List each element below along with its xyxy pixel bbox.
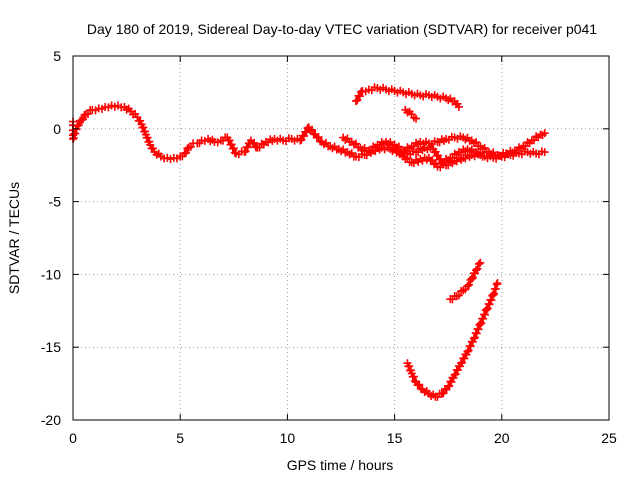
data-point	[493, 279, 502, 288]
data-marker	[410, 377, 419, 386]
data-marker	[481, 306, 490, 315]
data-marker	[308, 125, 317, 134]
y-tick-label: 0	[53, 121, 61, 137]
x-tick-label: 5	[176, 430, 184, 446]
x-tick-label: 20	[494, 430, 510, 446]
data-marker	[470, 333, 479, 342]
x-tick-label: 10	[280, 430, 296, 446]
data-point	[476, 151, 485, 160]
data-marker	[490, 289, 499, 298]
data-marker	[181, 148, 190, 157]
y-axis-ticks: 5 0 -5 -10 -15 -20	[41, 48, 609, 428]
data-marker	[143, 133, 152, 142]
data-point	[352, 97, 361, 106]
data-marker	[314, 133, 323, 142]
data-point	[467, 274, 476, 283]
data-marker	[475, 320, 484, 329]
data-marker	[79, 115, 88, 124]
data-marker	[355, 92, 364, 101]
x-axis-label: GPS time / hours	[287, 457, 394, 473]
x-tick-label: 0	[69, 430, 77, 446]
data-point	[463, 282, 472, 291]
data-marker	[302, 128, 311, 137]
y-tick-label: -5	[49, 194, 62, 210]
data-marker	[227, 140, 236, 149]
data-marker	[485, 300, 494, 309]
data-marker	[487, 296, 496, 305]
data-marker	[409, 372, 418, 381]
data-marker	[136, 116, 145, 125]
data-marker	[472, 329, 481, 338]
data-point	[489, 290, 498, 299]
data-marker	[229, 144, 238, 153]
data-point	[476, 319, 485, 328]
data-marker	[491, 284, 500, 293]
data-marker	[479, 314, 488, 323]
data-marker	[474, 325, 483, 334]
data-marker	[74, 121, 83, 130]
data-point	[469, 334, 478, 343]
x-tick-label: 15	[387, 430, 403, 446]
data-marker	[230, 148, 239, 157]
data-marker	[415, 380, 424, 389]
x-axis-ticks: 0 5 10 15 20 25	[69, 56, 617, 446]
data-point	[476, 258, 485, 267]
y-tick-label: 5	[53, 48, 61, 64]
data-marker	[477, 319, 486, 328]
data-point	[412, 114, 421, 123]
data-point	[463, 347, 472, 356]
data-marker	[473, 264, 482, 273]
data-marker	[466, 342, 475, 351]
data-marker	[474, 259, 483, 268]
x-tick-label: 25	[601, 430, 617, 446]
data-marker	[464, 346, 473, 355]
data-marker	[454, 291, 463, 300]
grid	[73, 56, 609, 420]
data-marker	[149, 144, 158, 153]
chart-title: Day 180 of 2019, Sidereal Day-to-day VTE…	[87, 21, 597, 37]
data-point	[540, 148, 549, 157]
data-point	[472, 266, 481, 275]
data-marker	[492, 280, 501, 289]
data-marker	[405, 362, 414, 371]
data-marker	[250, 138, 259, 147]
data-marker	[139, 123, 148, 132]
data-point	[540, 129, 549, 138]
plot-frame	[72, 55, 610, 421]
y-tick-label: -15	[41, 339, 61, 355]
data-marker	[483, 304, 492, 313]
data-marker	[464, 280, 473, 289]
data-marker	[468, 273, 477, 282]
y-tick-label: -10	[41, 266, 61, 282]
data-markers	[69, 83, 549, 401]
data-point	[454, 102, 463, 111]
y-tick-label: -20	[41, 412, 61, 428]
data-marker	[480, 310, 489, 319]
data-marker	[225, 136, 234, 145]
data-marker	[353, 96, 362, 105]
data-point	[482, 305, 491, 314]
y-axis-label: SDTVAR / TECUs	[6, 182, 22, 294]
